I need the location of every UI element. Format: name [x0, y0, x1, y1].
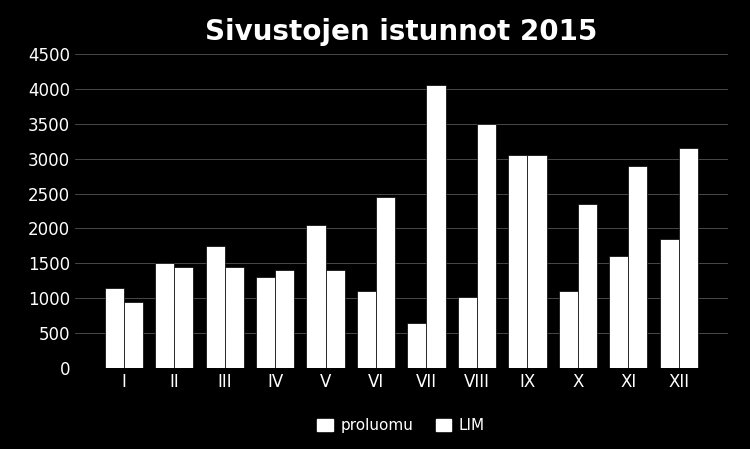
Bar — [225, 267, 244, 368]
Bar — [357, 291, 376, 368]
Bar — [427, 85, 445, 368]
Bar — [458, 297, 477, 368]
Bar — [206, 246, 225, 368]
Bar — [628, 166, 647, 368]
Bar — [307, 225, 326, 368]
Bar — [105, 288, 124, 368]
Bar — [326, 270, 345, 368]
Bar — [376, 197, 395, 368]
Bar — [477, 124, 496, 368]
Bar — [659, 239, 679, 368]
Bar — [174, 267, 194, 368]
Bar — [275, 270, 294, 368]
Bar — [679, 148, 698, 368]
Title: Sivustojen istunnot 2015: Sivustojen istunnot 2015 — [205, 18, 598, 46]
Bar — [578, 204, 597, 368]
Legend: proluomu, LIM: proluomu, LIM — [311, 412, 491, 439]
Bar — [509, 155, 527, 368]
Bar — [527, 155, 547, 368]
Bar — [609, 256, 628, 368]
Bar — [559, 291, 578, 368]
Bar — [124, 302, 143, 368]
Bar — [407, 323, 427, 368]
Bar — [256, 277, 275, 368]
Bar — [155, 264, 174, 368]
